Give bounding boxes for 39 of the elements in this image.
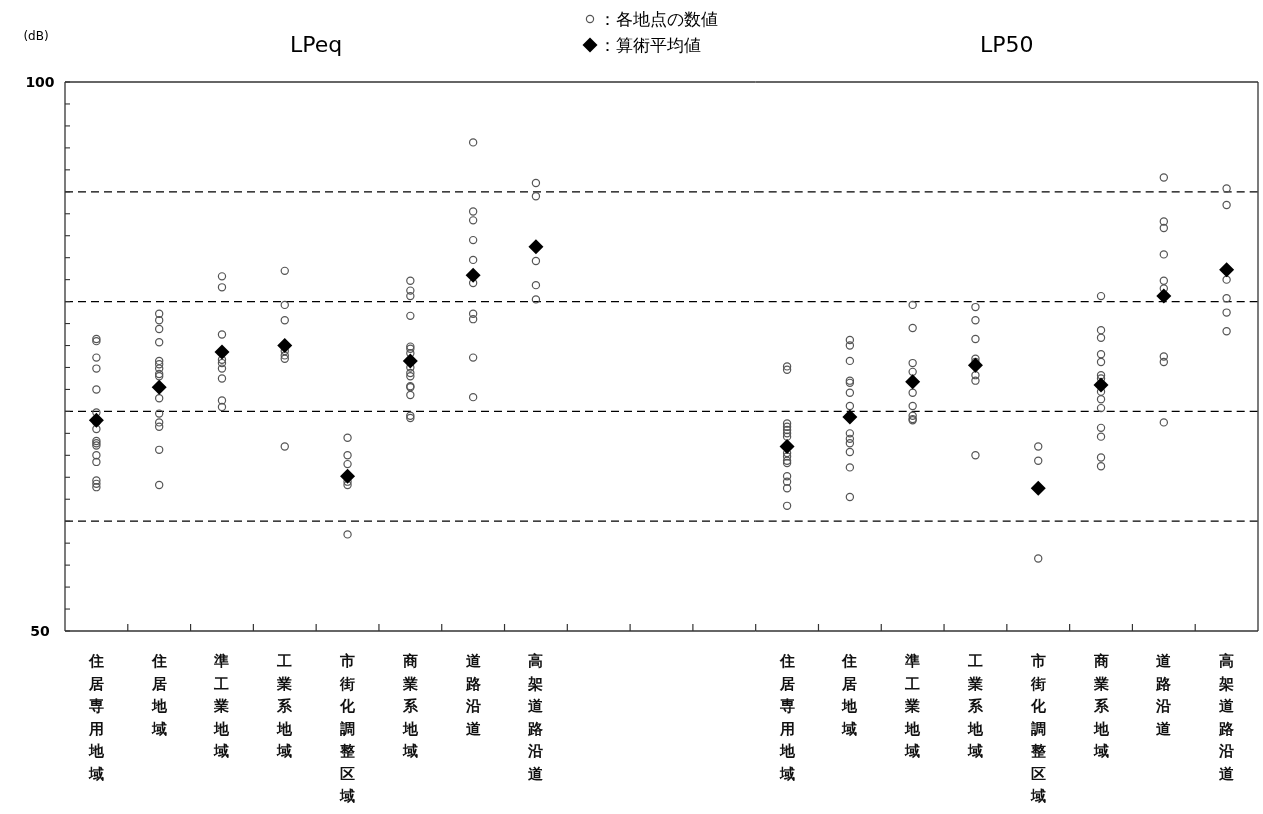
point <box>1156 288 1172 304</box>
x-tick-label: 準工業地域 <box>213 652 231 760</box>
chart-title: LPeq <box>290 32 343 57</box>
chart-title: LP50 <box>980 32 1034 57</box>
x-tick-label: 住居専用地域 <box>87 652 105 783</box>
point <box>967 357 983 373</box>
y-axis-title: (dB) <box>23 29 49 43</box>
point <box>402 353 418 369</box>
point <box>214 344 230 360</box>
point <box>465 267 481 283</box>
point <box>88 412 104 428</box>
x-tick-label: 市街化調整区域 <box>1029 652 1047 805</box>
point <box>528 239 544 255</box>
x-tick-label: 住居地域 <box>841 652 859 738</box>
point <box>905 374 921 390</box>
legend-label: ：各地点の数値 <box>599 9 718 29</box>
x-tick-label: 市街化調整区域 <box>339 652 357 805</box>
point <box>277 338 293 354</box>
point <box>779 439 795 455</box>
x-tick-label: 道路沿道 <box>464 652 482 738</box>
x-tick-label: 商業系地域 <box>401 652 419 760</box>
y-tick-label: 100 <box>25 74 55 90</box>
point <box>1093 377 1109 393</box>
x-tick-label: 準工業地域 <box>904 652 922 760</box>
point <box>1219 262 1235 278</box>
point <box>1030 480 1046 496</box>
x-tick-label: 商業系地域 <box>1092 652 1110 760</box>
x-tick-label: 住居地域 <box>150 652 168 738</box>
x-tick-label: 工業系地域 <box>966 652 984 760</box>
x-tick-label: 工業系地域 <box>276 652 294 760</box>
x-tick-label: 高架道路沿道 <box>527 652 545 783</box>
point <box>151 379 167 395</box>
x-tick-label: 住居専用地域 <box>778 652 796 783</box>
x-tick-label: 道路沿道 <box>1155 652 1173 738</box>
y-tick-label: 50 <box>30 623 50 639</box>
legend-label: ：算術平均値 <box>599 35 701 55</box>
point <box>340 468 356 484</box>
point <box>842 409 858 425</box>
x-tick-label: 高架道路沿道 <box>1218 652 1236 783</box>
